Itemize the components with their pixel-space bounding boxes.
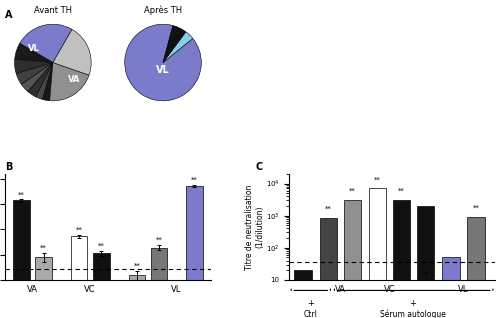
Text: NI: NI — [422, 271, 428, 276]
Wedge shape — [163, 25, 186, 63]
Wedge shape — [53, 29, 91, 75]
Wedge shape — [163, 32, 193, 63]
Bar — [320, 218, 338, 318]
Wedge shape — [36, 63, 53, 100]
Bar — [151, 247, 167, 318]
Text: Ctrl: Ctrl — [304, 309, 318, 318]
Wedge shape — [20, 24, 72, 63]
Bar — [128, 275, 145, 318]
Title: Avant TH: Avant TH — [34, 6, 72, 15]
Bar — [393, 200, 410, 318]
Bar — [442, 257, 460, 318]
Text: +: + — [409, 299, 416, 308]
Text: **: ** — [374, 176, 381, 182]
Text: **: ** — [134, 263, 140, 269]
Wedge shape — [22, 63, 53, 92]
Text: **: ** — [472, 205, 480, 211]
Bar — [344, 200, 361, 318]
Title: Après TH: Après TH — [144, 5, 182, 15]
Text: **: ** — [191, 177, 198, 183]
Bar — [294, 270, 312, 318]
Text: VL: VL — [156, 65, 170, 75]
Text: **: ** — [98, 243, 104, 249]
Text: VA: VA — [68, 75, 80, 84]
Bar — [186, 186, 202, 318]
Wedge shape — [124, 24, 202, 101]
Text: +: + — [308, 299, 314, 308]
Wedge shape — [50, 63, 89, 101]
Text: **: ** — [40, 245, 47, 251]
Bar — [93, 253, 110, 318]
Text: A: A — [5, 10, 12, 19]
Bar — [36, 257, 52, 318]
Text: VL: VL — [28, 44, 40, 53]
Y-axis label: Titre de neutralisation
(1/dilution): Titre de neutralisation (1/dilution) — [245, 184, 264, 270]
Text: **: ** — [325, 206, 332, 212]
Bar — [467, 217, 485, 318]
Wedge shape — [42, 63, 53, 101]
Wedge shape — [28, 63, 53, 97]
Text: **: ** — [76, 227, 82, 233]
Text: **: ** — [349, 188, 356, 194]
Text: C: C — [255, 162, 262, 172]
Bar — [416, 206, 434, 318]
Text: B: B — [5, 162, 12, 172]
Text: **: ** — [156, 237, 162, 243]
Wedge shape — [14, 43, 53, 63]
Wedge shape — [16, 63, 53, 84]
Text: Sérum autologue: Sérum autologue — [380, 309, 446, 318]
Bar — [71, 236, 88, 318]
Wedge shape — [14, 59, 53, 73]
Bar — [13, 200, 30, 318]
Text: **: ** — [18, 191, 25, 197]
Bar — [369, 189, 386, 318]
Text: **: ** — [398, 188, 405, 194]
